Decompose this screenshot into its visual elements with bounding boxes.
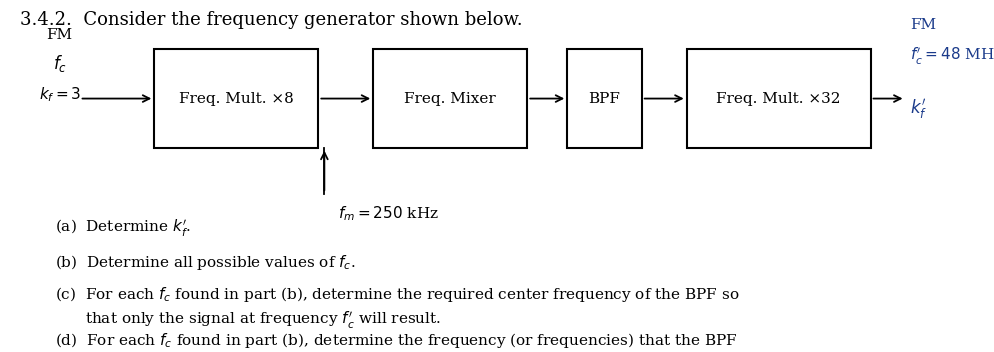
Text: (c)  For each $f_c$ found in part (b), determine the required center frequency o: (c) For each $f_c$ found in part (b), de… [55, 285, 739, 304]
Text: Freq. Mixer: Freq. Mixer [404, 92, 496, 106]
Text: that only the signal at frequency $f_c^{\prime}$ will result.: that only the signal at frequency $f_c^{… [84, 310, 440, 331]
Text: (d)  For each $f_c$ found in part (b), determine the frequency (or frequencies) : (d) For each $f_c$ found in part (b), de… [55, 331, 737, 350]
Text: $k_f^{\prime}$: $k_f^{\prime}$ [910, 97, 926, 121]
Text: Freq. Mult. ×8: Freq. Mult. ×8 [179, 92, 293, 106]
Text: $k_f = 3$: $k_f = 3$ [39, 86, 81, 105]
Text: Freq. Mult. ×32: Freq. Mult. ×32 [716, 92, 840, 106]
Bar [567, 49, 641, 148]
Text: FM: FM [47, 28, 73, 42]
Bar [686, 49, 870, 148]
Text: $f_c$: $f_c$ [53, 53, 67, 74]
Text: (a)  Determine $k_f^{\prime}$.: (a) Determine $k_f^{\prime}$. [55, 218, 191, 239]
Text: $f_m = 250$ kHz: $f_m = 250$ kHz [338, 204, 438, 223]
Bar [154, 49, 318, 148]
Text: BPF: BPF [587, 92, 620, 106]
Text: 3.4.2.  Consider the frequency generator shown below.: 3.4.2. Consider the frequency generator … [20, 11, 522, 29]
Text: FM: FM [910, 18, 935, 32]
Text: (b)  Determine all possible values of $f_c$.: (b) Determine all possible values of $f_… [55, 253, 355, 272]
Bar [373, 49, 527, 148]
Text: $f_c^{\prime} = 48$ MHz: $f_c^{\prime} = 48$ MHz [910, 46, 994, 67]
